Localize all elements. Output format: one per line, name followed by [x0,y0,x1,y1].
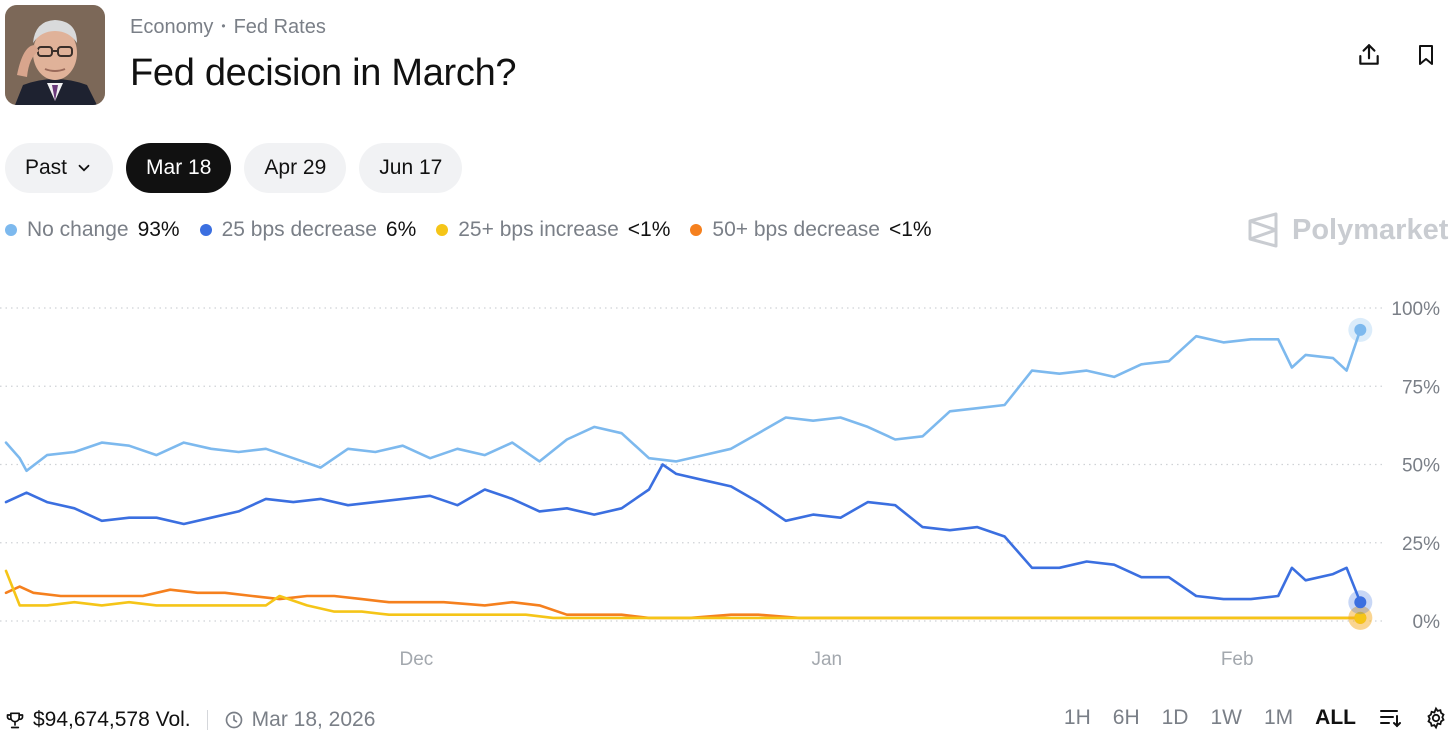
series-endpoint [1354,323,1367,336]
x-tick-label: Feb [1221,649,1254,670]
legend-25-plus-bps-increase[interactable]: 25+ bps increase <1% [436,218,670,242]
date-tabs: Past Mar 18 Apr 29 Jun 17 [5,143,463,193]
polymarket-watermark: Polymarket [1246,212,1448,248]
tab-mar-18[interactable]: Mar 18 [126,143,232,193]
legend-dot [436,224,449,236]
past-dropdown[interactable]: Past [5,143,114,193]
range-1h[interactable]: 1H [1063,706,1091,729]
range-1d[interactable]: 1D [1161,706,1189,729]
legend-label: 25 bps decrease [221,218,377,241]
chevron-down-icon [78,164,90,172]
y-tick-label: 25% [1402,534,1440,555]
legend-value: <1% [627,218,671,241]
range-all[interactable]: ALL [1315,706,1356,729]
legend-label: 25+ bps increase [458,218,619,241]
breadcrumb-economy[interactable]: Economy [130,16,214,38]
end-date: Mar 18, 2026 [251,708,376,731]
time-range-selector: 1H 6H 1D 1W 1M ALL [1064,706,1448,730]
legend-label: 50+ bps decrease [712,218,880,241]
page-title: Fed decision in March? [130,52,517,94]
y-tick-label: 50% [1402,456,1440,477]
volume-value: $94,674,578 Vol. [33,708,191,731]
legend-dot [690,224,703,236]
x-tick-label: Jan [811,649,842,670]
polymarket-logo-icon [1248,212,1278,248]
price-chart[interactable]: 100% 75% 50% 25% 0% Dec Jan Feb [0,285,1456,680]
past-label: Past [25,156,68,179]
legend-value: 93% [137,218,180,241]
legend-dot [5,224,17,236]
footer-divider [206,710,208,730]
range-1m[interactable]: 1M [1263,706,1294,729]
chart-legend: No change 93% 25 bps decrease 6% 25+ bps… [5,218,952,242]
series-line [4,328,1362,473]
trophy-icon [6,712,24,729]
share-icon [1359,44,1379,65]
legend-25-bps-decrease[interactable]: 25 bps decrease 6% [199,218,417,242]
tab-apr-29[interactable]: Apr 29 [244,143,347,193]
market-avatar [5,5,105,105]
range-1w[interactable]: 1W [1210,706,1242,729]
series-endpoint [1354,596,1367,609]
legend-no-change[interactable]: No change 93% [5,218,180,242]
breadcrumb-separator: • [221,19,226,33]
bookmark-icon [1419,45,1433,65]
series-line [4,463,1362,604]
market-footer: $94,674,578 Vol. Mar 18, 2026 [5,708,375,732]
legend-value: <1% [888,218,932,241]
series-line [4,585,1362,620]
clock-icon [225,711,242,729]
breadcrumb-fed-rates[interactable]: Fed Rates [233,16,326,38]
y-tick-label: 0% [1413,612,1441,633]
filter-lines-icon[interactable] [1378,707,1402,729]
legend-50-plus-bps-decrease[interactable]: 50+ bps decrease <1% [690,218,932,242]
legend-label: No change [27,218,129,241]
legend-dot [199,224,212,236]
series-endpoint [1354,611,1367,624]
tab-jun-17[interactable]: Jun 17 [359,143,463,193]
settings-gear-icon[interactable] [1424,706,1448,730]
range-6h[interactable]: 6H [1112,706,1140,729]
legend-value: 6% [385,218,417,241]
y-tick-label: 100% [1391,299,1440,320]
y-tick-label: 75% [1402,377,1440,398]
series-line [4,569,1362,620]
x-tick-label: Dec [400,649,434,670]
breadcrumb: Economy • Fed Rates [130,16,326,39]
brand-name: Polymarket [1292,213,1449,246]
bookmark-button[interactable] [1409,38,1443,72]
share-button[interactable] [1352,38,1386,72]
portrait-image [5,5,105,105]
